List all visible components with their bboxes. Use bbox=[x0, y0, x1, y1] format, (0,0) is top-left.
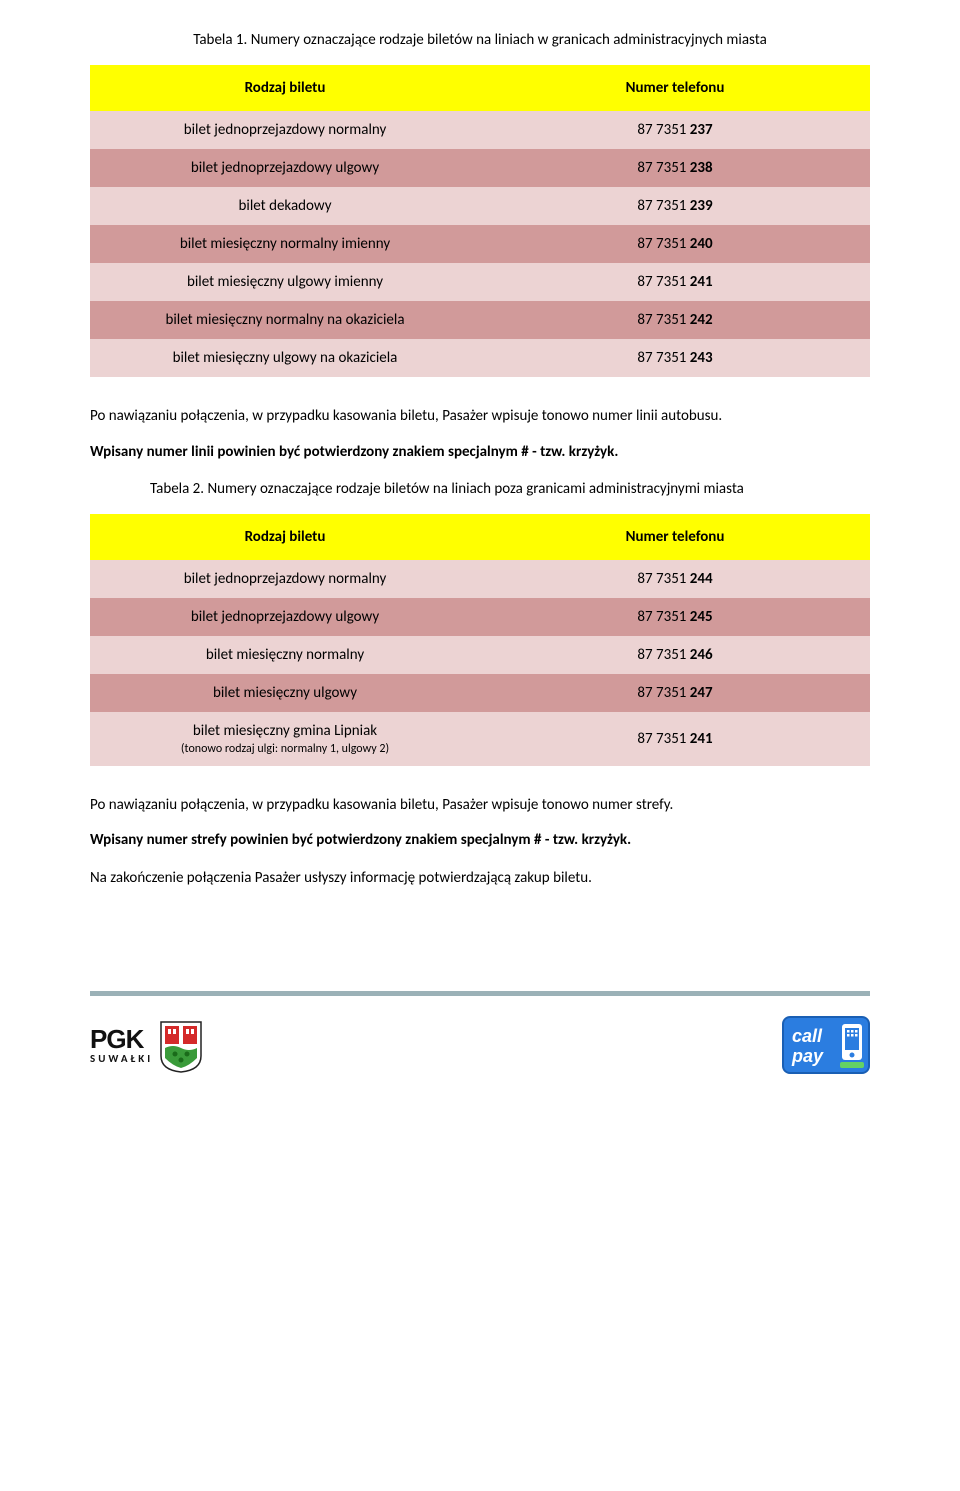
phone-number-suffix: 246 bbox=[690, 646, 713, 664]
table1-caption: Tabela 1. Numery oznaczające rodzaje bil… bbox=[90, 30, 870, 51]
table1: Rodzaj biletu Numer telefonu bilet jedno… bbox=[90, 65, 870, 377]
pgk-logo-text: PGK bbox=[90, 1028, 153, 1051]
ticket-type-cell: bilet miesięczny gmina Lipniak(tonowo ro… bbox=[90, 712, 480, 766]
ticket-type-cell: bilet miesięczny ulgowy imienny bbox=[90, 263, 480, 301]
phone-number-cell: 87 7351 245 bbox=[480, 598, 870, 636]
ticket-type-cell: bilet miesięczny ulgowy na okaziciela bbox=[90, 339, 480, 377]
ticket-type-cell: bilet jednoprzejazdowy ulgowy bbox=[90, 149, 480, 187]
bottom-bold-1: Wpisany numer strefy powinien być potwie… bbox=[90, 830, 870, 851]
pgk-logo-subtext: SUWAŁKI bbox=[90, 1052, 153, 1065]
table-row: bilet miesięczny gmina Lipniak(tonowo ro… bbox=[90, 712, 870, 766]
crest-icon bbox=[159, 1020, 203, 1074]
table-row: bilet jednoprzejazdowy ulgowy87 7351 238 bbox=[90, 149, 870, 187]
footer-logos: PGK SUWAŁKI call pay bbox=[90, 1016, 870, 1074]
phone-number-suffix: 243 bbox=[690, 349, 713, 367]
table1-header-col1: Rodzaj biletu bbox=[90, 65, 480, 111]
table-row: bilet jednoprzejazdowy normalny87 7351 2… bbox=[90, 560, 870, 598]
table-row: bilet miesięczny normalny87 7351 246 bbox=[90, 636, 870, 674]
mid-bold-1: Wpisany numer linii powinien być potwier… bbox=[90, 442, 870, 463]
table2-header-col1: Rodzaj biletu bbox=[90, 514, 480, 560]
table2-header-col2: Numer telefonu bbox=[480, 514, 870, 560]
footer-divider bbox=[90, 990, 870, 996]
phone-number-cell: 87 7351 238 bbox=[480, 149, 870, 187]
table-row: bilet miesięczny normalny imienny87 7351… bbox=[90, 225, 870, 263]
phone-number-cell: 87 7351 239 bbox=[480, 187, 870, 225]
ticket-type-cell: bilet miesięczny normalny na okaziciela bbox=[90, 301, 480, 339]
phone-number-cell: 87 7351 241 bbox=[480, 263, 870, 301]
table1-header-col2: Numer telefonu bbox=[480, 65, 870, 111]
phone-number-suffix: 247 bbox=[690, 684, 713, 702]
phone-number-suffix: 240 bbox=[690, 235, 713, 253]
table2: Rodzaj biletu Numer telefonu bilet jedno… bbox=[90, 514, 870, 766]
mid-paragraph-1: Po nawiązaniu połączenia, w przypadku ka… bbox=[90, 405, 870, 428]
phone-number-cell: 87 7351 237 bbox=[480, 111, 870, 149]
phone-number-suffix: 245 bbox=[690, 608, 713, 626]
svg-text:pay: pay bbox=[791, 1046, 824, 1066]
table-row: bilet miesięczny ulgowy87 7351 247 bbox=[90, 674, 870, 712]
svg-text:call: call bbox=[792, 1026, 823, 1046]
table-row: bilet miesięczny normalny na okaziciela8… bbox=[90, 301, 870, 339]
ticket-type-cell: bilet jednoprzejazdowy ulgowy bbox=[90, 598, 480, 636]
ticket-type-cell: bilet jednoprzejazdowy normalny bbox=[90, 111, 480, 149]
phone-number-cell: 87 7351 246 bbox=[480, 636, 870, 674]
table-row: bilet jednoprzejazdowy normalny87 7351 2… bbox=[90, 111, 870, 149]
ticket-type-cell: bilet miesięczny normalny bbox=[90, 636, 480, 674]
table-row: bilet jednoprzejazdowy ulgowy87 7351 245 bbox=[90, 598, 870, 636]
phone-number-cell: 87 7351 247 bbox=[480, 674, 870, 712]
phone-number-cell: 87 7351 244 bbox=[480, 560, 870, 598]
phone-number-suffix: 242 bbox=[690, 311, 713, 329]
phone-number-cell: 87 7351 240 bbox=[480, 225, 870, 263]
bottom-final: Na zakończenie połączenia Pasażer usłysz… bbox=[90, 867, 870, 890]
phone-number-suffix: 244 bbox=[690, 570, 713, 588]
callpay-logo: call pay bbox=[782, 1016, 870, 1074]
table-row: bilet miesięczny ulgowy imienny87 7351 2… bbox=[90, 263, 870, 301]
phone-number-suffix: 239 bbox=[690, 197, 713, 215]
ticket-type-subnote: (tonowo rodzaj ulgi: normalny 1, ulgowy … bbox=[100, 742, 470, 756]
table-row: bilet dekadowy87 7351 239 bbox=[90, 187, 870, 225]
ticket-type-cell: bilet miesięczny ulgowy bbox=[90, 674, 480, 712]
phone-number-suffix: 241 bbox=[690, 730, 713, 748]
phone-number-suffix: 241 bbox=[690, 273, 713, 291]
pgk-logo: PGK SUWAŁKI bbox=[90, 1020, 203, 1074]
table-row: bilet miesięczny ulgowy na okaziciela87 … bbox=[90, 339, 870, 377]
table2-caption: Tabela 2. Numery oznaczające rodzaje bil… bbox=[90, 479, 870, 500]
ticket-type-cell: bilet jednoprzejazdowy normalny bbox=[90, 560, 480, 598]
phone-number-suffix: 237 bbox=[690, 121, 713, 139]
phone-number-cell: 87 7351 242 bbox=[480, 301, 870, 339]
phone-number-cell: 87 7351 243 bbox=[480, 339, 870, 377]
phone-number-suffix: 238 bbox=[690, 159, 713, 177]
bottom-paragraph: Po nawiązaniu połączenia, w przypadku ka… bbox=[90, 794, 870, 817]
ticket-type-cell: bilet miesięczny normalny imienny bbox=[90, 225, 480, 263]
ticket-type-cell: bilet dekadowy bbox=[90, 187, 480, 225]
callpay-icon: call pay bbox=[782, 1016, 870, 1074]
phone-number-cell: 87 7351 241 bbox=[480, 712, 870, 766]
